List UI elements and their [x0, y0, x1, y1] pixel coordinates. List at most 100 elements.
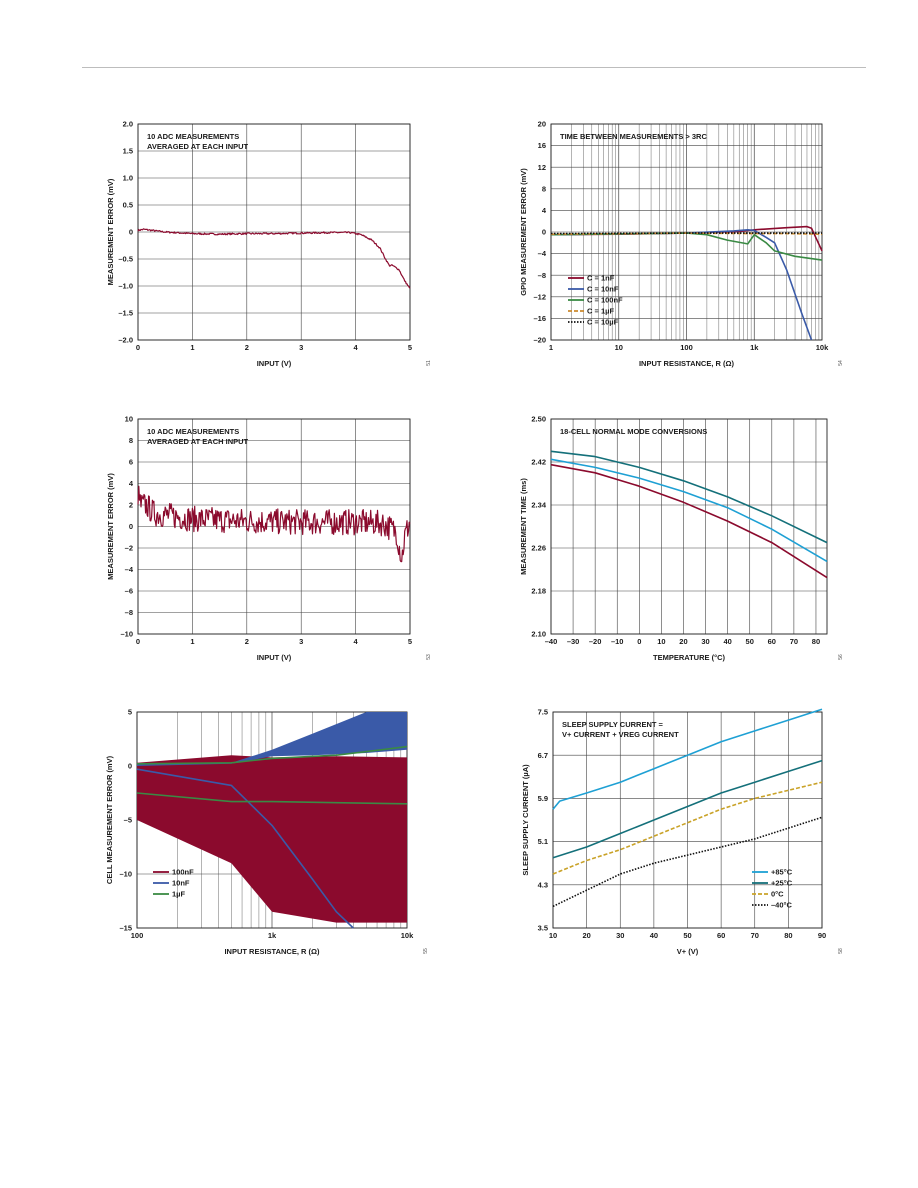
x-tick-label: 2	[245, 637, 249, 646]
tick-labels: 10 20 30 40 50 60 70 80 90 3.5 4.3 5.1 5.9 6.7 7.5	[538, 708, 827, 940]
x-tick-label: 30	[616, 931, 624, 940]
y-axis-label: MEASUREMENT TIME (ms)	[519, 478, 528, 575]
y-tick-label: 2.34	[531, 501, 546, 510]
chart-c2: 1 10 100 1k 10k –20 –16 –12 –8 –4 0 4 8 12 16 20 INPUT R…	[519, 120, 844, 368]
x-tick-label: 1	[549, 343, 553, 352]
x-tick-label: 10	[657, 637, 665, 646]
figure-id: 58	[838, 948, 844, 954]
y-tick-label: 6	[129, 458, 133, 467]
chart-c6: 10 20 30 40 50 60 70 80 90 3.5 4.3 5.1 5.9 6.7 7.5 V+ (…	[521, 708, 844, 956]
y-tick-label: –10	[120, 630, 133, 639]
x-tick-label: 2	[245, 343, 249, 352]
series-c4-1-line	[550, 458, 828, 563]
x-tick-label: 5	[408, 343, 412, 352]
data-layer	[550, 450, 828, 579]
legend-label: 1µF	[172, 890, 185, 899]
series-0-c-line	[552, 781, 823, 875]
annotation-text: AVERAGED AT EACH INPUT	[147, 437, 249, 446]
y-tick-label: –5	[124, 816, 132, 825]
y-tick-label: 2.18	[531, 587, 546, 596]
data-layer	[552, 708, 823, 908]
legend-label: +85°C	[771, 868, 793, 877]
y-tick-label: –15	[119, 924, 132, 933]
y-tick-label: 1.0	[123, 174, 133, 183]
tick-labels: 0 1 2 3 4 5 –10 –8 –6 –4 –2 0 2 4 6 8 10	[120, 415, 412, 646]
x-tick-label: 3	[299, 637, 303, 646]
chart-c4: –40 –30 –20 –10 0 10 20 30 40 50 60 70 80 2.10 2.18 2.2…	[519, 415, 844, 662]
x-tick-label: 50	[746, 637, 754, 646]
data-layer	[136, 712, 408, 929]
y-tick-label: –20	[533, 336, 546, 345]
y-tick-label: 2.10	[531, 630, 546, 639]
x-tick-label: 0	[136, 343, 140, 352]
annotation-text: 18-CELL NORMAL MODE CONVERSIONS	[560, 427, 707, 436]
x-tick-label: –40	[545, 637, 558, 646]
y-tick-label: 6.7	[538, 751, 548, 760]
annotation-text: 10 ADC MEASUREMENTS	[147, 427, 239, 436]
x-tick-label: 4	[354, 343, 359, 352]
legend: C = 1nF C = 10nF C = 100nF C = 1µF C = 10µF	[568, 274, 623, 327]
x-tick-label: 4	[354, 637, 359, 646]
tick-labels: 1 10 100 1k 10k –20 –16 –12 –8 –4 0 4 8 12 16 20	[533, 120, 829, 352]
x-tick-label: 60	[717, 931, 725, 940]
x-tick-label: 10	[615, 343, 623, 352]
x-tick-label: 5	[408, 637, 412, 646]
y-tick-label: 12	[538, 163, 546, 172]
y-tick-label: 5.1	[538, 837, 548, 846]
plot-frame	[550, 123, 823, 341]
x-axis-label: INPUT RESISTANCE, R (Ω)	[224, 947, 320, 956]
y-tick-label: –4	[125, 565, 134, 574]
figure-id: 51	[426, 360, 432, 366]
x-tick-label: 0	[637, 637, 641, 646]
series-c3-0-line	[137, 485, 411, 563]
legend-label: +25°C	[771, 879, 793, 888]
grid	[550, 418, 828, 635]
y-tick-label: 1.5	[123, 147, 133, 156]
y-tick-label: –8	[538, 271, 546, 280]
series-c-10-f-line	[550, 232, 822, 235]
y-tick-label: 2.50	[531, 415, 546, 424]
x-tick-label: 80	[812, 637, 820, 646]
tick-labels: –40 –30 –20 –10 0 10 20 30 40 50 60 70 80 2.10 2.18 2.2…	[531, 415, 820, 646]
y-tick-label: 0.5	[123, 201, 133, 210]
x-tick-label: –10	[611, 637, 624, 646]
annotation-text: SLEEP SUPPLY CURRENT =	[562, 720, 664, 729]
series-c4-0-line	[550, 450, 828, 544]
data-layer	[137, 228, 411, 289]
annotation-text: AVERAGED AT EACH INPUT	[147, 142, 249, 151]
y-tick-label: 0	[129, 522, 133, 531]
x-axis-label: V+ (V)	[677, 947, 699, 956]
annotation-text: TIME BETWEEN MEASUREMENTS > 3RC	[560, 132, 707, 141]
y-tick-label: –1.0	[118, 282, 133, 291]
y-tick-label: 0	[542, 228, 546, 237]
grid	[550, 123, 823, 341]
x-tick-label: 50	[683, 931, 691, 940]
x-tick-label: 1k	[268, 931, 277, 940]
y-tick-label: 8	[129, 436, 133, 445]
annotation-text: V+ CURRENT + VREG CURRENT	[562, 730, 679, 739]
x-tick-label: 40	[650, 931, 658, 940]
x-tick-label: 30	[701, 637, 709, 646]
y-tick-label: 20	[538, 120, 546, 129]
series-c-10nf-line	[550, 229, 813, 341]
y-tick-label: –8	[125, 608, 133, 617]
grid	[137, 418, 411, 635]
legend: +85°C +25°C 0°C –40°C	[752, 868, 793, 910]
grid	[552, 711, 823, 929]
legend-label: C = 1nF	[587, 274, 615, 283]
series--40-c-line	[552, 816, 823, 908]
y-tick-label: –2.0	[118, 336, 133, 345]
y-tick-label: –1.5	[118, 309, 133, 318]
x-tick-label: 40	[723, 637, 731, 646]
figure-id: 56	[838, 654, 844, 660]
series-10nf-band	[137, 712, 407, 766]
plot-frame	[550, 418, 828, 635]
y-axis-label: MEASUREMENT ERROR (mV)	[106, 473, 115, 580]
x-tick-label: 10k	[401, 931, 414, 940]
x-tick-label: 0	[136, 637, 140, 646]
chart-c1: 0 1 2 3 4 5 –2.0 –1.5 –1.0 –0.5 0 0.5 1.0 1.5 2.0 INPUT…	[106, 120, 432, 368]
x-tick-label: 90	[818, 931, 826, 940]
y-tick-label: 4	[129, 479, 134, 488]
y-tick-label: 5	[128, 708, 132, 717]
